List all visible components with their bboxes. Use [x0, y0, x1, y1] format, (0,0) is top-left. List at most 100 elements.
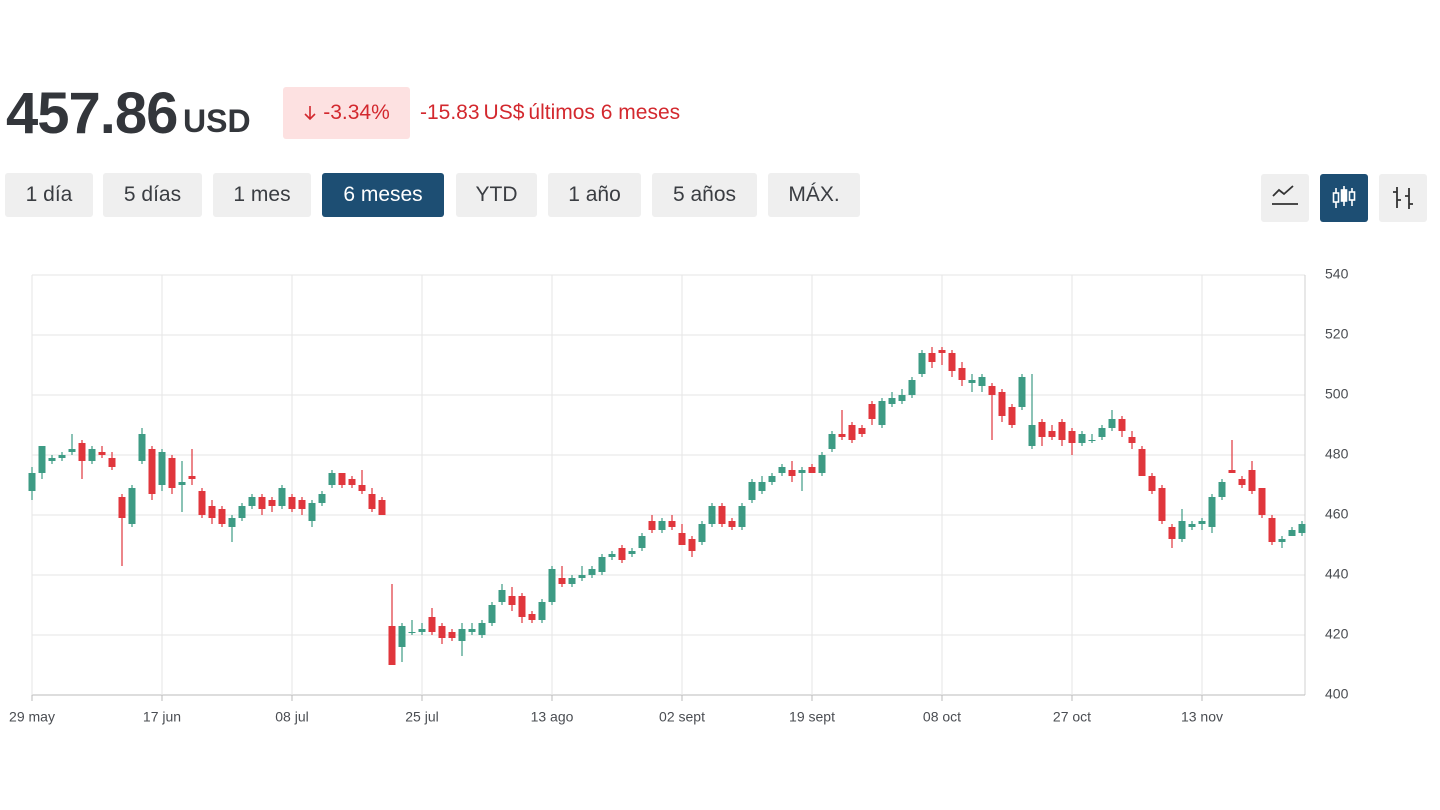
candle-body	[928, 353, 936, 362]
candle-body	[778, 467, 786, 473]
candle-body	[768, 476, 776, 482]
change-value: -15.83	[420, 101, 480, 124]
candle-body	[168, 458, 176, 488]
candle-body	[228, 518, 236, 527]
candle-body	[798, 470, 806, 473]
x-tick-label: 29 may	[9, 709, 55, 725]
range-button[interactable]: MÁX.	[768, 173, 860, 217]
candle-body	[98, 452, 106, 455]
candle-body	[458, 629, 466, 641]
candle-body	[488, 605, 496, 623]
candle-body	[1078, 434, 1086, 443]
candle-body	[1188, 524, 1196, 527]
y-tick-label: 460	[1325, 506, 1349, 522]
range-button[interactable]: 1 día	[5, 173, 93, 217]
candle-body	[1178, 521, 1186, 539]
range-button[interactable]: 1 año	[548, 173, 641, 217]
x-tick-label: 25 jul	[405, 709, 438, 725]
candle-body	[668, 521, 676, 527]
candle-body	[158, 452, 166, 485]
candle-body	[518, 596, 526, 617]
ohlc-icon	[1393, 187, 1413, 209]
candle-body	[538, 602, 546, 620]
candle-body	[1198, 521, 1206, 524]
candle-body	[688, 539, 696, 551]
y-tick-label: 420	[1325, 626, 1349, 642]
candle-body	[1048, 431, 1056, 437]
candle-body	[108, 458, 116, 467]
candle-body	[548, 569, 556, 602]
candle-body	[1138, 449, 1146, 476]
chart: 400 420 440 460 480 500 520 540 29 may 17 jun 08 j…	[9, 266, 1349, 725]
candle-body	[868, 404, 876, 419]
line-chart-button[interactable]	[1261, 174, 1309, 222]
candle-body	[908, 380, 916, 395]
candle-body	[1168, 527, 1176, 539]
candle-body	[278, 488, 286, 506]
candle-body	[988, 386, 996, 395]
candle-body	[1258, 488, 1266, 515]
candle-body	[438, 626, 446, 638]
candle-body	[28, 473, 36, 491]
change-badge: -3.34%	[283, 87, 410, 139]
candle-body	[1108, 419, 1116, 428]
change-percent: -3.34%	[323, 101, 390, 124]
y-tick-label: 480	[1325, 446, 1349, 462]
candle-body	[1038, 422, 1046, 437]
candle-body	[508, 596, 516, 605]
candle-body	[1158, 488, 1166, 521]
candle-body	[328, 473, 336, 485]
candle-body	[1068, 431, 1076, 443]
price: 457.86	[6, 81, 178, 146]
range-button[interactable]: 6 meses	[322, 173, 444, 217]
candle-body	[148, 449, 156, 494]
line-icon	[1272, 185, 1298, 205]
candle-body	[1298, 524, 1306, 533]
candle-body	[118, 497, 126, 518]
candle-body	[498, 590, 506, 602]
y-tick-label: 500	[1325, 386, 1349, 402]
candle-body	[1268, 518, 1276, 542]
y-tick-label: 400	[1325, 686, 1349, 702]
candle-body	[1028, 425, 1036, 446]
candle-body	[258, 497, 266, 509]
candle-body	[958, 368, 966, 380]
candle-body	[608, 554, 616, 557]
candle-body	[1088, 440, 1096, 441]
x-tick-label: 17 jun	[143, 709, 181, 725]
x-tick-label: 19 sept	[789, 709, 835, 725]
candle-body	[588, 569, 596, 575]
candle-body	[348, 479, 356, 485]
candle-body	[648, 521, 656, 530]
down-arrow-icon	[304, 106, 316, 121]
candle-body	[718, 506, 726, 524]
candle-body	[188, 476, 196, 479]
candle-body	[68, 449, 76, 452]
x-tick-label: 08 oct	[923, 709, 961, 725]
candle-body	[368, 494, 376, 509]
candle-body	[208, 506, 216, 518]
candle-body	[598, 557, 606, 572]
candle-body	[448, 632, 456, 638]
change-period: últimos 6 meses	[528, 101, 681, 124]
candle-body	[308, 503, 316, 521]
candle-body	[1058, 422, 1066, 440]
candle-body	[758, 482, 766, 491]
range-button[interactable]: 5 días	[103, 173, 202, 217]
change-unit: US$	[483, 101, 525, 124]
candle-body	[218, 509, 226, 524]
range-button[interactable]: YTD	[456, 173, 537, 217]
range-button[interactable]: 5 años	[652, 173, 757, 217]
candle-body	[398, 626, 406, 647]
y-tick-label: 520	[1325, 326, 1349, 342]
x-tick-label: 02 sept	[659, 709, 705, 725]
candle-body	[88, 449, 96, 461]
candle-body	[58, 455, 66, 458]
candle-body	[1228, 470, 1236, 473]
candlestick-button[interactable]	[1320, 174, 1368, 222]
candle-body	[818, 455, 826, 473]
range-button[interactable]: 1 mes	[213, 173, 311, 217]
x-tick-label: 27 oct	[1053, 709, 1091, 725]
candle-body	[1018, 377, 1026, 407]
ohlc-button[interactable]	[1379, 174, 1427, 222]
